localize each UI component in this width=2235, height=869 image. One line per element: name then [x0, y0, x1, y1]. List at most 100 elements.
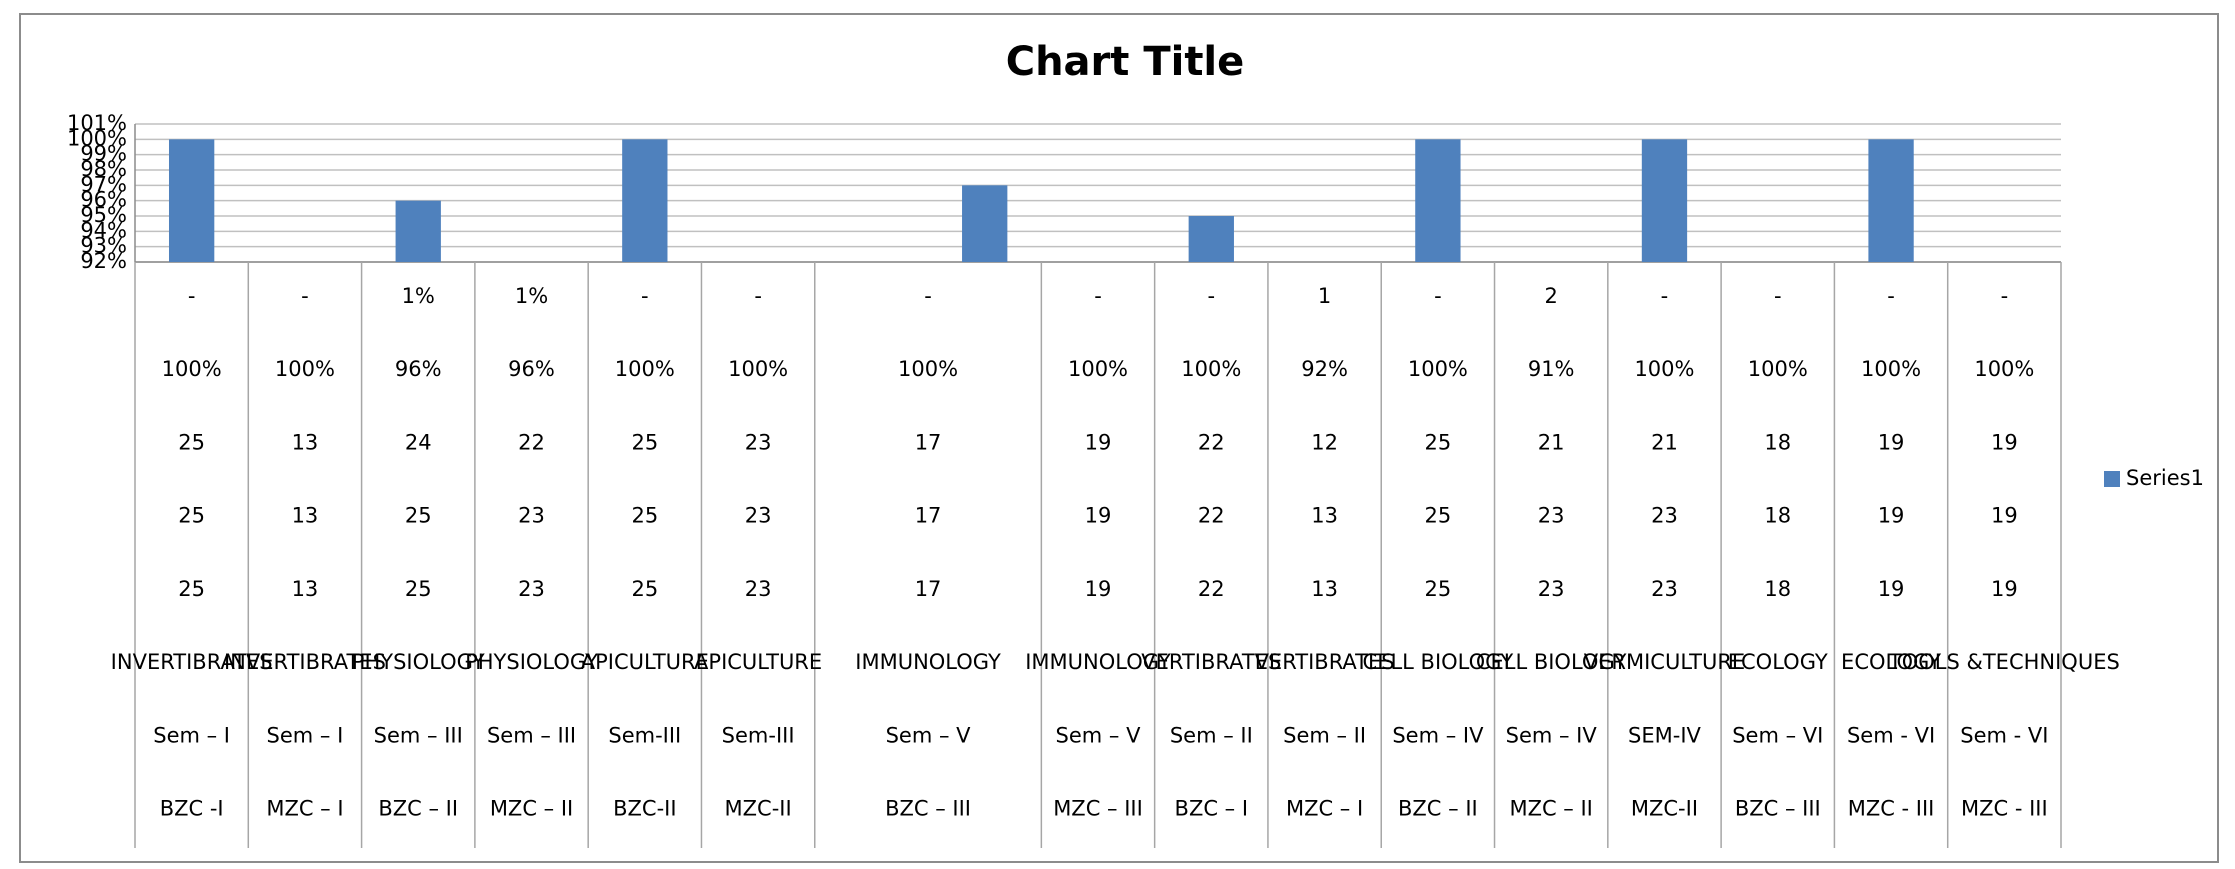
category-label: MZC – II: [1509, 797, 1592, 821]
category-label: 23: [1651, 504, 1678, 528]
category-label: -: [2001, 284, 2009, 308]
category-label: 100%: [728, 357, 788, 381]
category-label: MZC – I: [266, 797, 343, 821]
category-label: BZC – II: [378, 797, 458, 821]
category-label: -: [1208, 284, 1216, 308]
category-label: -: [1094, 284, 1102, 308]
category-label: 1%: [402, 284, 435, 308]
category-label: 18: [1764, 430, 1791, 454]
bar: [1188, 216, 1234, 262]
category-label: MZC – I: [1286, 797, 1363, 821]
category-label: 24: [405, 430, 432, 454]
category-label: Sem – V: [1056, 723, 1142, 747]
category-label: 25: [178, 577, 205, 601]
category-label: APICULTURE: [694, 650, 822, 674]
category-label: -: [188, 284, 196, 308]
category-label: CELL BIOLOGY: [1476, 650, 1627, 674]
category-label: CELL BIOLOGY: [1363, 650, 1514, 674]
category-label: Sem – II: [1283, 723, 1366, 747]
category-label: MZC - III: [1848, 797, 1935, 821]
category-label: Sem – V: [886, 723, 972, 747]
category-label: 25: [1425, 430, 1452, 454]
category-label: MZC – II: [490, 797, 573, 821]
category-label: 96%: [508, 357, 555, 381]
category-label: 25: [631, 577, 658, 601]
category-label: BZC -I: [160, 797, 224, 821]
category-label: 17: [915, 504, 942, 528]
category-label: -: [1434, 284, 1442, 308]
category-label: Sem - VI: [1960, 723, 2048, 747]
category-label: 19: [1085, 430, 1112, 454]
category-label: VERTIBRATES: [1255, 650, 1395, 674]
legend-swatch: [2104, 471, 2120, 487]
category-label: 100%: [1181, 357, 1241, 381]
category-label: 13: [1311, 504, 1338, 528]
y-tick-label: 101%: [67, 111, 127, 135]
category-label: -: [754, 284, 762, 308]
category-label: 25: [405, 504, 432, 528]
category-label: 100%: [1748, 357, 1808, 381]
category-label: 18: [1764, 577, 1791, 601]
y-tick-label: 99%: [80, 142, 127, 166]
category-label: 25: [1425, 577, 1452, 601]
category-label: 25: [178, 504, 205, 528]
category-label: -: [1661, 284, 1669, 308]
category-label: 25: [405, 577, 432, 601]
category-label: 13: [292, 577, 319, 601]
category-label: 13: [292, 430, 319, 454]
category-label: BZC – II: [1398, 797, 1478, 821]
bar: [168, 139, 215, 262]
category-label: 23: [1538, 577, 1565, 601]
category-label: 100%: [1861, 357, 1921, 381]
category-label: 19: [1991, 504, 2018, 528]
category-label: IMMUNOLOGY: [1025, 650, 1171, 674]
category-label: Sem – III: [487, 723, 576, 747]
category-label: Sem – IV: [1392, 723, 1484, 747]
y-tick-label: 94%: [80, 218, 127, 242]
category-label: 25: [631, 430, 658, 454]
category-label: 23: [745, 430, 772, 454]
category-label: BZC-II: [613, 797, 676, 821]
category-label: 19: [1085, 577, 1112, 601]
y-tick-label: 100%: [67, 126, 127, 150]
y-tick-label: 98%: [80, 157, 127, 181]
category-label: 17: [915, 430, 942, 454]
category-label: 19: [1878, 577, 1905, 601]
category-label: 23: [518, 504, 545, 528]
category-label: Sem - VI: [1847, 723, 1935, 747]
chart-title: Chart Title: [1006, 39, 1245, 85]
category-label: 100%: [615, 357, 675, 381]
category-label: 19: [1991, 430, 2018, 454]
category-label: INVERTIBRATES: [111, 650, 273, 674]
category-label: VERMICULTURE: [1584, 650, 1745, 674]
category-label: 100%: [1634, 357, 1694, 381]
category-label: 21: [1538, 430, 1565, 454]
category-label: 25: [178, 430, 205, 454]
category-label: SEM-IV: [1628, 723, 1701, 747]
category-label: 23: [745, 577, 772, 601]
y-tick-label: 92%: [80, 249, 127, 273]
category-label: 100%: [1068, 357, 1128, 381]
category-label: APICULTURE: [581, 650, 709, 674]
category-label: 19: [1085, 504, 1112, 528]
bar: [622, 139, 668, 262]
category-label: MZC - III: [1961, 797, 2048, 821]
category-label: Sem-III: [722, 723, 795, 747]
category-label: Sem – VI: [1732, 723, 1823, 747]
category-label: -: [1887, 284, 1895, 308]
category-label: 12: [1311, 430, 1338, 454]
category-label: 92%: [1301, 357, 1348, 381]
category-label: 22: [1198, 430, 1225, 454]
category-label: 22: [518, 430, 545, 454]
category-label: 13: [1311, 577, 1338, 601]
category-label: BZC – III: [1735, 797, 1821, 821]
bar: [395, 200, 441, 262]
category-label: MZC-II: [1631, 797, 1698, 821]
category-label: BZC – III: [885, 797, 971, 821]
category-label: 25: [1425, 504, 1452, 528]
category-label: MZC-II: [725, 797, 792, 821]
category-label: 25: [631, 504, 658, 528]
category-label: Sem – III: [374, 723, 463, 747]
category-label: TOOLS &TECHNIQUES: [1888, 650, 2120, 674]
category-label: 100%: [275, 357, 335, 381]
